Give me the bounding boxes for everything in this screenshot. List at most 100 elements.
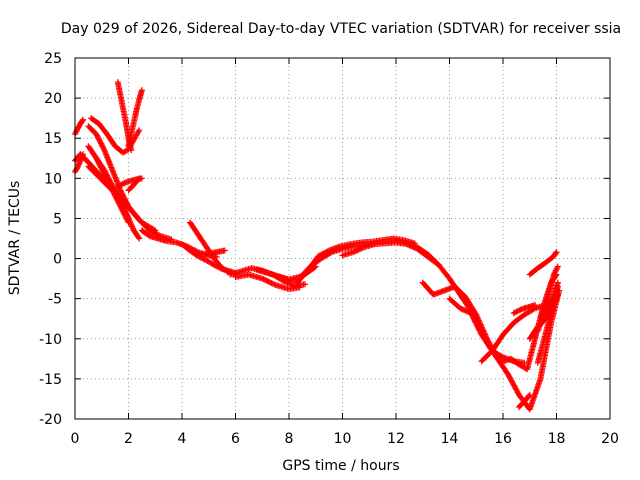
data-point bbox=[99, 167, 106, 174]
data-point bbox=[510, 310, 517, 317]
data-point bbox=[550, 271, 557, 278]
data-point bbox=[260, 276, 267, 283]
data-point bbox=[465, 308, 472, 315]
data-point bbox=[212, 262, 219, 269]
data-point bbox=[554, 263, 561, 270]
data-point bbox=[552, 268, 559, 275]
data-point bbox=[79, 117, 86, 124]
series-track-01 bbox=[72, 116, 87, 138]
data-point bbox=[407, 241, 414, 248]
data-point bbox=[532, 302, 539, 309]
data-point bbox=[457, 305, 464, 312]
data-point bbox=[100, 144, 107, 151]
data-point bbox=[150, 226, 157, 233]
data-point bbox=[138, 87, 145, 94]
data-point bbox=[371, 241, 378, 248]
x-tick-label: 12 bbox=[387, 431, 405, 447]
data-point bbox=[121, 180, 128, 187]
data-point bbox=[512, 309, 519, 316]
data-point bbox=[96, 136, 103, 143]
series-track-18 bbox=[195, 247, 228, 258]
data-point bbox=[324, 248, 331, 255]
data-point bbox=[275, 273, 282, 280]
data-point bbox=[120, 180, 127, 187]
data-point bbox=[116, 182, 123, 189]
y-tick-label: 15 bbox=[44, 131, 62, 147]
y-tick-label: -15 bbox=[39, 372, 62, 388]
x-tick-label: 4 bbox=[178, 431, 187, 447]
data-point bbox=[354, 247, 361, 254]
data-point bbox=[467, 310, 474, 317]
y-tick-label: 5 bbox=[53, 211, 62, 227]
data-point bbox=[471, 316, 478, 323]
x-axis-label: GPS time / hours bbox=[282, 458, 399, 474]
data-point bbox=[104, 176, 111, 183]
series-track-34 bbox=[537, 263, 561, 322]
data-point bbox=[355, 246, 362, 253]
series-track-24 bbox=[339, 241, 378, 259]
data-point bbox=[97, 163, 104, 170]
data-point bbox=[108, 186, 115, 193]
series-track-20 bbox=[232, 271, 303, 293]
data-points bbox=[72, 79, 563, 413]
data-point bbox=[514, 308, 521, 315]
data-point bbox=[350, 249, 357, 256]
data-point bbox=[96, 161, 103, 168]
data-point bbox=[461, 307, 468, 314]
x-tick-label: 8 bbox=[285, 431, 294, 447]
data-point bbox=[553, 266, 560, 273]
data-point bbox=[98, 140, 105, 147]
x-tick-label: 18 bbox=[548, 431, 566, 447]
data-point bbox=[409, 241, 416, 248]
data-point bbox=[135, 128, 142, 135]
data-point bbox=[211, 261, 218, 268]
data-point bbox=[403, 239, 410, 246]
data-point bbox=[213, 263, 220, 270]
data-point bbox=[135, 234, 142, 241]
data-point bbox=[271, 281, 278, 288]
data-point bbox=[152, 227, 159, 234]
data-point bbox=[100, 168, 107, 175]
data-point bbox=[517, 306, 524, 313]
data-point bbox=[475, 324, 482, 331]
y-axis-label: SDTVAR / TECUs bbox=[7, 181, 23, 296]
data-point bbox=[351, 248, 358, 255]
y-tick-labels: -20 -15 -10 -5 0 5 10 15 20 25 bbox=[39, 51, 62, 428]
data-point bbox=[80, 116, 87, 123]
data-point bbox=[200, 255, 207, 262]
data-point bbox=[98, 165, 105, 172]
data-point bbox=[521, 359, 528, 366]
plot-frame bbox=[74, 57, 611, 420]
data-point bbox=[554, 279, 561, 286]
data-point bbox=[283, 276, 290, 283]
data-point bbox=[552, 267, 559, 274]
data-point bbox=[469, 312, 476, 319]
data-point bbox=[100, 169, 107, 176]
data-point bbox=[265, 278, 272, 285]
data-point bbox=[462, 307, 469, 314]
data-point bbox=[463, 308, 470, 315]
x-tick-label: 2 bbox=[124, 431, 133, 447]
data-point bbox=[110, 190, 117, 197]
data-point bbox=[477, 329, 484, 336]
data-point bbox=[516, 307, 523, 314]
x-tick-label: 10 bbox=[334, 431, 352, 447]
chart-title: Day 029 of 2026, Sidereal Day-to-day VTE… bbox=[61, 21, 621, 37]
data-point bbox=[103, 175, 110, 182]
data-point bbox=[358, 245, 365, 252]
data-point bbox=[98, 164, 105, 171]
data-point bbox=[117, 182, 124, 189]
data-point bbox=[277, 274, 284, 281]
data-point bbox=[102, 173, 109, 180]
data-point bbox=[98, 141, 105, 148]
data-point bbox=[473, 322, 480, 329]
data-point bbox=[469, 314, 476, 321]
series-track-11 bbox=[85, 163, 116, 194]
y-tick-label: 0 bbox=[53, 252, 62, 268]
data-point bbox=[276, 273, 283, 280]
data-point bbox=[216, 264, 223, 271]
data-point bbox=[405, 240, 412, 247]
data-point bbox=[117, 187, 124, 194]
data-point bbox=[548, 297, 555, 304]
data-point bbox=[269, 280, 276, 287]
